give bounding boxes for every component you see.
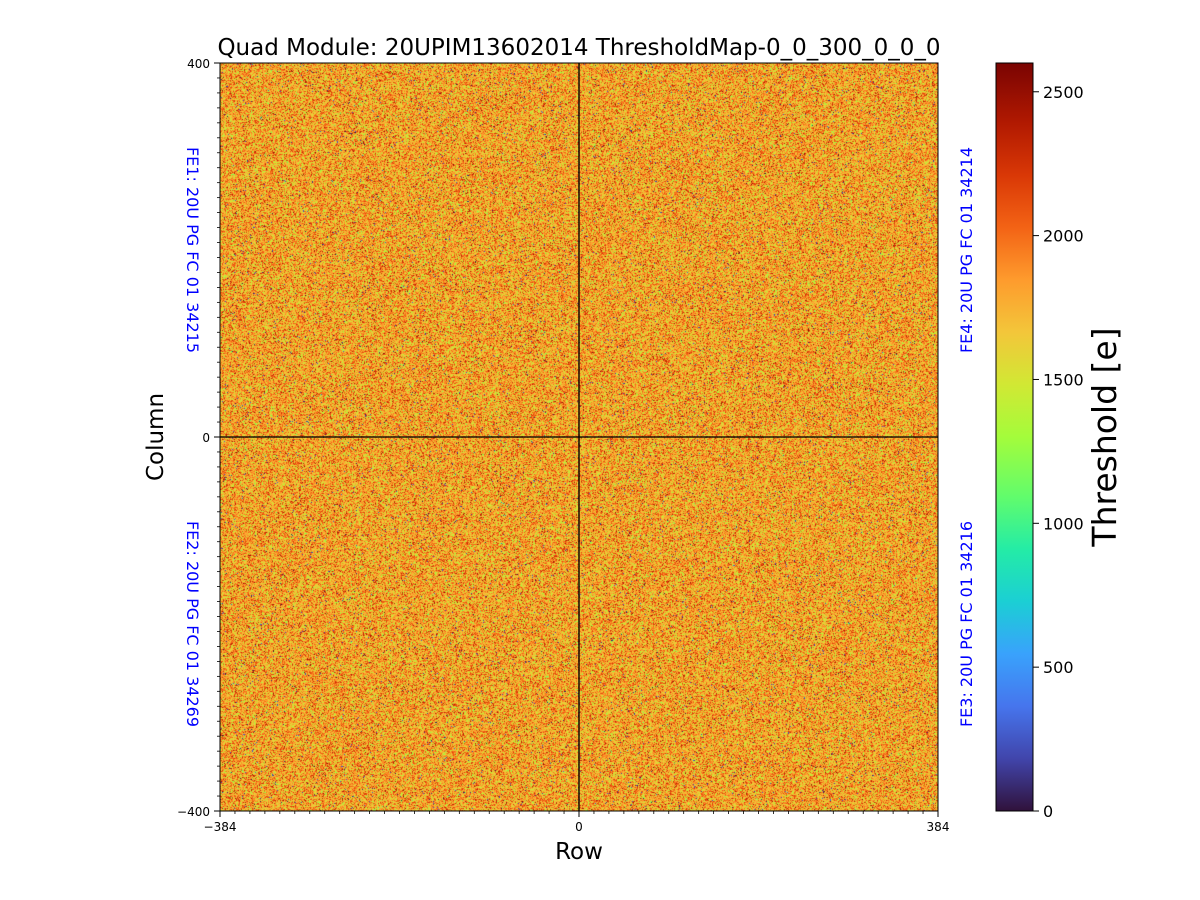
x-tick-label-min: −384 bbox=[204, 820, 237, 834]
colorbar-tick-label: 0 bbox=[1043, 802, 1053, 821]
chip-label-fe3: FE3: 20U PG FC 01 34216 bbox=[957, 521, 976, 727]
y-tick-label-min: −400 bbox=[177, 805, 210, 819]
plot-area bbox=[219, 62, 939, 812]
chip-label-fe4: FE4: 20U PG FC 01 34214 bbox=[957, 147, 976, 353]
x-tick-label-zero: 0 bbox=[575, 820, 583, 834]
x-tick-label-max: 384 bbox=[927, 820, 950, 834]
colorbar-tick-label: 2500 bbox=[1043, 83, 1084, 102]
chart-title: Quad Module: 20UPIM13602014 ThresholdMap… bbox=[217, 35, 940, 61]
colorbar: Threshold [e] 0 500 1000 1500 2000 2500 bbox=[995, 62, 1124, 821]
colorbar-gradient bbox=[995, 62, 1034, 812]
y-axis-label: Column bbox=[143, 393, 169, 481]
chip-labels: FE1: 20U PG FC 01 34215 FE2: 20U PG FC 0… bbox=[183, 147, 976, 727]
chip-label-fe1: FE1: 20U PG FC 01 34215 bbox=[183, 147, 202, 353]
y-axis: 400 0 −400 Column bbox=[143, 57, 220, 819]
x-axis-label: Row bbox=[555, 839, 603, 865]
colorbar-tick-label: 1500 bbox=[1043, 370, 1084, 389]
colorbar-tick-label: 2000 bbox=[1043, 227, 1084, 246]
chip-label-fe2: FE2: 20U PG FC 01 34269 bbox=[183, 521, 202, 727]
colorbar-label: Threshold [e] bbox=[1085, 327, 1124, 547]
colorbar-tick-label: 1000 bbox=[1043, 514, 1084, 533]
y-tick-label-zero: 0 bbox=[202, 431, 210, 445]
y-tick-label-max: 400 bbox=[187, 57, 210, 71]
x-axis: −384 0 384 Row bbox=[204, 811, 950, 865]
colorbar-tick-label: 500 bbox=[1043, 658, 1074, 677]
